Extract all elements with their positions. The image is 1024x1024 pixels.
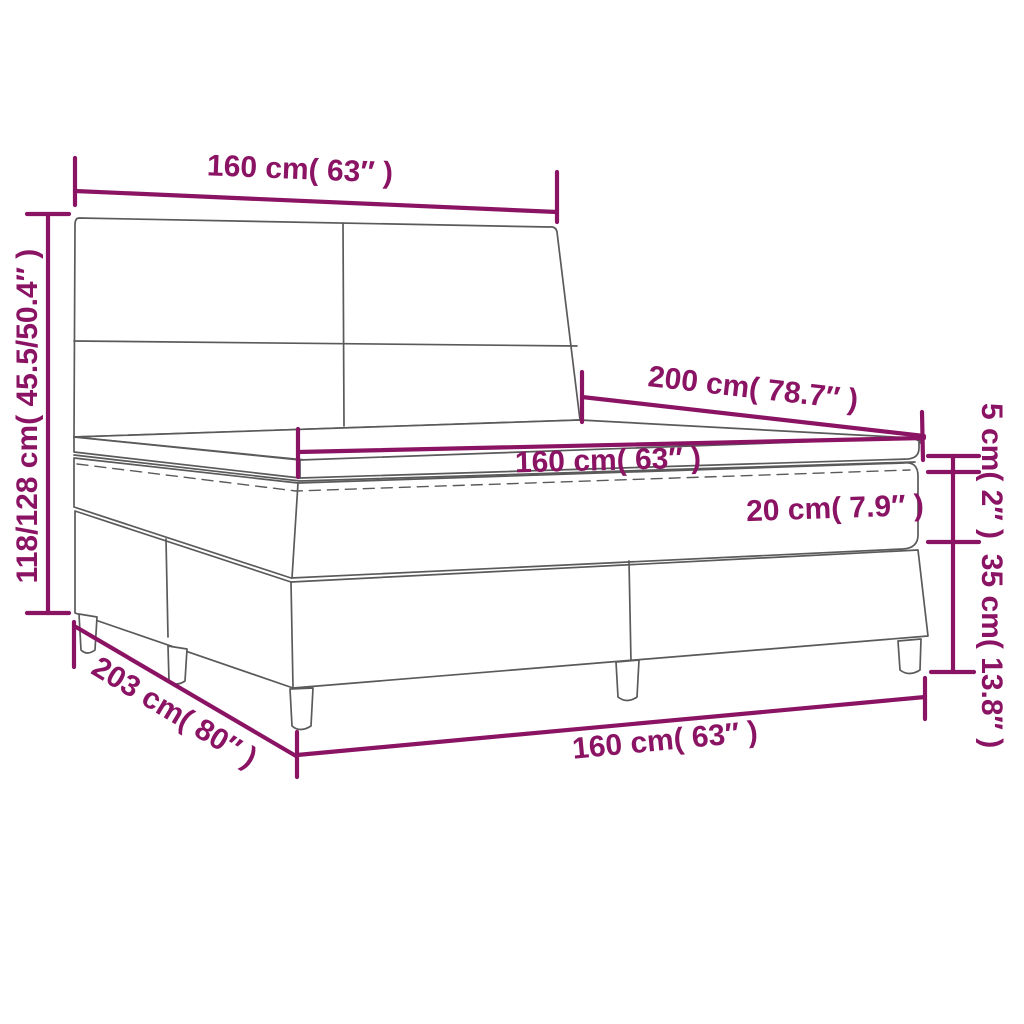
overall-height-label: 118/128 cm( 45.5/50.4″ ) xyxy=(11,248,44,584)
topper-thickness-label: 5 cm( 2″ ) xyxy=(975,402,1008,540)
headboard-vertical-seam xyxy=(342,222,345,427)
bed-leg xyxy=(897,638,922,675)
dim-line-headboard-width xyxy=(72,155,560,225)
dim-line-base-width xyxy=(294,675,928,758)
dim-line-overall-height xyxy=(24,211,72,616)
mattress-corner-seam xyxy=(291,482,299,579)
topper-piping-line xyxy=(73,454,916,482)
mattress-topper xyxy=(73,419,922,482)
dim-line-mattress-length xyxy=(579,369,927,439)
base-corner-seam xyxy=(290,581,294,689)
bed-leg xyxy=(167,645,188,685)
bed-legs xyxy=(78,613,922,731)
base-height-label: 35 cm( 13.8″ ) xyxy=(975,553,1008,749)
base-left-seam xyxy=(165,538,169,638)
mattress xyxy=(73,457,919,579)
dim-line-height-stack xyxy=(925,453,982,675)
mattress-width-label: 160 cm( 63″ ) xyxy=(514,441,702,480)
mattress-thickness-label: 20 cm( 7.9″ ) xyxy=(745,488,925,529)
dim-line-mattress-width xyxy=(295,409,927,480)
bed-leg xyxy=(289,687,314,731)
base-front-seam xyxy=(628,560,632,663)
headboard-horizontal-seam xyxy=(73,340,578,347)
mattress-zipper-line xyxy=(76,463,911,492)
headboard xyxy=(73,217,581,438)
box-spring-base xyxy=(74,510,929,689)
bed-leg xyxy=(615,659,640,702)
headboard-width-label: 160 cm( 63″ ) xyxy=(206,149,394,190)
